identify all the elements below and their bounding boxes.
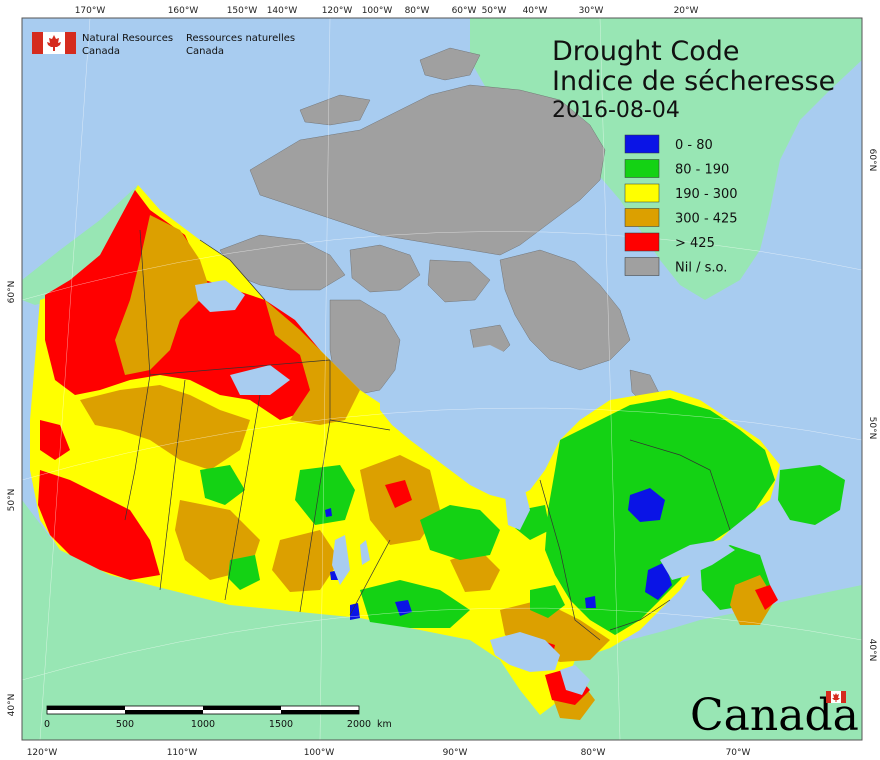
org-en-line2: Canada	[82, 46, 120, 57]
legend-label-4: > 425	[675, 236, 715, 251]
great-lakes	[490, 632, 560, 672]
legend-label-3: 300 - 425	[675, 212, 738, 227]
hudson-bay	[380, 345, 570, 500]
left-tick-label: 50°N	[7, 489, 17, 512]
legend-label-2: 190 - 300	[675, 187, 738, 202]
map-date: 2016-08-04	[552, 98, 680, 123]
legend-swatch-5	[624, 257, 660, 276]
top-tick-label: 160°W	[168, 6, 199, 16]
bottom-tick-label: 80°W	[581, 748, 606, 758]
left-tick-label: 60°N	[7, 281, 17, 304]
top-tick-label: 20°W	[674, 6, 699, 16]
canada-wordmark: Canada	[690, 690, 859, 741]
scale-bar: 0 500 1000 1500 2000 km	[44, 705, 392, 730]
right-tick-label: 40°N	[867, 639, 877, 662]
bottom-tick-label: 110°W	[167, 748, 198, 758]
legend-label-0: 0 - 80	[675, 138, 713, 153]
legend-label-5: Nil / s.o.	[675, 261, 727, 276]
scale-unit: km	[377, 719, 392, 730]
right-tick-label: 60°N	[867, 149, 877, 172]
right-tick-label: 50°N	[867, 417, 877, 440]
top-longitude-ticks: 170°W 160°W 150°W 140°W 120°W 100°W 80°W 60°W 50…	[75, 6, 699, 16]
wordmark-flag-right	[841, 691, 846, 703]
scale-label: 1000	[191, 719, 215, 730]
nrcan-signature: Natural Resources Canada Ressources natu…	[32, 32, 295, 57]
maple-leaf-icon	[47, 35, 61, 51]
top-tick-label: 120°W	[322, 6, 353, 16]
legend-swatch-1	[624, 159, 660, 178]
org-en-line1: Natural Resources	[82, 33, 173, 44]
legend: 0 - 80 80 - 190 190 - 300 300 - 425 > 425 Nil…	[624, 134, 738, 276]
scale-label: 1500	[269, 719, 293, 730]
legend-swatch-3	[624, 208, 660, 227]
canada-mainland	[30, 185, 845, 720]
legend-swatch-0	[624, 134, 660, 154]
title-fr: Indice de sécheresse	[552, 66, 835, 97]
provincial-borders	[124, 229, 731, 641]
right-latitude-ticks: 60°N 50°N 40°N	[867, 149, 877, 662]
bottom-tick-label: 70°W	[726, 748, 751, 758]
left-tick-label: 40°N	[7, 694, 17, 717]
map-canvas	[22, 18, 862, 740]
bottom-tick-label: 100°W	[304, 748, 335, 758]
bottom-longitude-ticks: 120°W 110°W 100°W 90°W 80°W 70°W	[27, 748, 751, 758]
james-bay	[505, 490, 530, 530]
org-fr-line2: Canada	[186, 46, 224, 57]
bottom-tick-label: 90°W	[443, 748, 468, 758]
scale-label: 500	[116, 719, 134, 730]
org-fr-line1: Ressources naturelles	[186, 33, 295, 44]
top-tick-label: 30°W	[579, 6, 604, 16]
united-states	[22, 500, 862, 740]
arctic-archipelago	[219, 47, 661, 406]
lake-huron	[560, 665, 590, 695]
top-tick-label: 140°W	[267, 6, 298, 16]
wordmark-maple-leaf-icon	[832, 693, 840, 702]
graticule	[22, 18, 862, 740]
scale-label: 2000	[347, 719, 371, 730]
top-tick-label: 50°W	[482, 6, 507, 16]
flag-right-bar	[65, 32, 76, 54]
top-tick-label: 40°W	[523, 6, 548, 16]
top-tick-label: 100°W	[362, 6, 393, 16]
title-en: Drought Code	[552, 36, 739, 67]
map-border	[21, 17, 863, 741]
legend-label-1: 80 - 190	[675, 163, 729, 178]
legend-swatch-4	[624, 232, 660, 252]
gulf-of-st-lawrence	[660, 540, 735, 580]
left-latitude-ticks: 60°N 50°N 40°N	[7, 281, 17, 717]
top-tick-label: 150°W	[227, 6, 258, 16]
scale-label: 0	[44, 719, 50, 730]
top-tick-label: 170°W	[75, 6, 106, 16]
top-tick-label: 80°W	[405, 6, 430, 16]
legend-swatch-2	[624, 183, 660, 203]
flag-left-bar	[32, 32, 43, 54]
bottom-tick-label: 120°W	[27, 748, 58, 758]
wordmark-flag-left	[826, 691, 831, 703]
top-tick-label: 60°W	[452, 6, 477, 16]
greenland	[470, 18, 862, 300]
